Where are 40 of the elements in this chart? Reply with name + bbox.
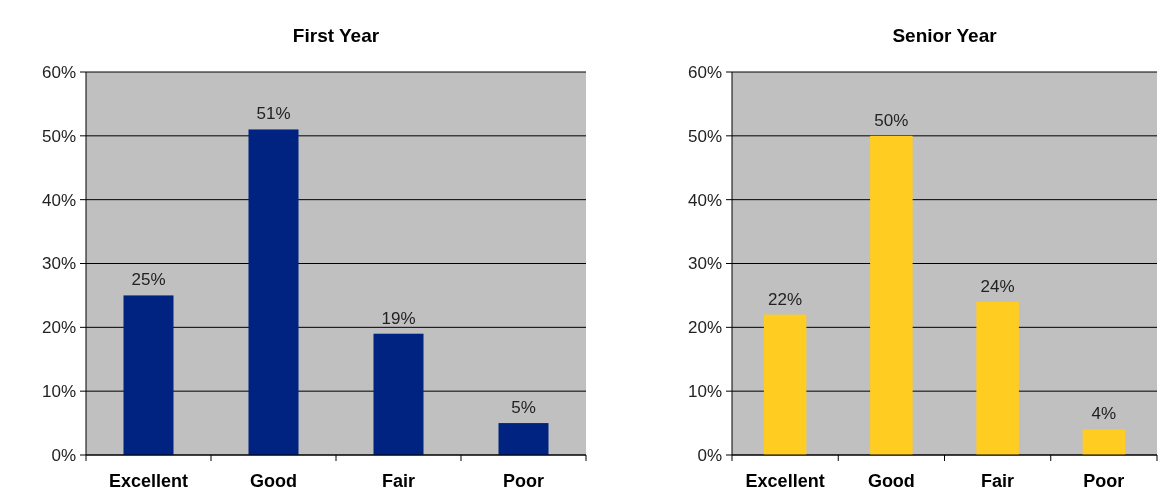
y-tick-label: 50% xyxy=(41,126,76,146)
y-tick-label: 0% xyxy=(697,445,722,465)
x-tick-label: Excellent xyxy=(108,471,189,489)
bar xyxy=(870,135,913,455)
bar xyxy=(763,314,807,455)
y-tick-label: 20% xyxy=(687,318,722,338)
bar xyxy=(248,129,299,455)
y-tick-label: 60% xyxy=(41,62,76,82)
y-tick-label: 40% xyxy=(41,190,76,210)
chart-title: Senior Year xyxy=(892,25,998,46)
x-tick-label: Good xyxy=(250,471,297,489)
x-tick-label: Fair xyxy=(381,471,416,489)
y-tick-label: 30% xyxy=(687,254,722,274)
y-tick-label: 30% xyxy=(41,254,76,274)
data-label: 22% xyxy=(768,289,803,309)
x-tick-label: Poor xyxy=(1083,471,1125,489)
x-tick-label: Excellent xyxy=(745,471,825,489)
y-tick-label: 50% xyxy=(687,126,722,146)
chart-title: First Year xyxy=(292,25,380,46)
y-tick-label: 60% xyxy=(687,62,722,82)
y-tick-label: 40% xyxy=(687,190,722,210)
data-label: 4% xyxy=(1091,404,1117,424)
x-tick-label: Good xyxy=(867,471,915,489)
y-tick-label: 10% xyxy=(41,382,76,402)
data-label: 24% xyxy=(980,276,1015,296)
y-tick-label: 20% xyxy=(41,318,76,338)
x-tick-label: Fair xyxy=(981,471,1015,489)
data-label: 25% xyxy=(131,270,166,290)
y-tick-label: 0% xyxy=(51,445,76,465)
bar xyxy=(1082,429,1126,455)
bar xyxy=(123,295,174,455)
bar xyxy=(373,333,424,455)
data-label: 50% xyxy=(874,110,909,130)
data-label: 19% xyxy=(381,308,416,328)
y-tick-label: 10% xyxy=(687,382,722,402)
bar xyxy=(498,423,549,455)
data-label: 51% xyxy=(256,104,291,124)
data-label: 5% xyxy=(511,398,536,418)
bar xyxy=(976,301,1019,455)
x-tick-label: Poor xyxy=(502,471,545,489)
